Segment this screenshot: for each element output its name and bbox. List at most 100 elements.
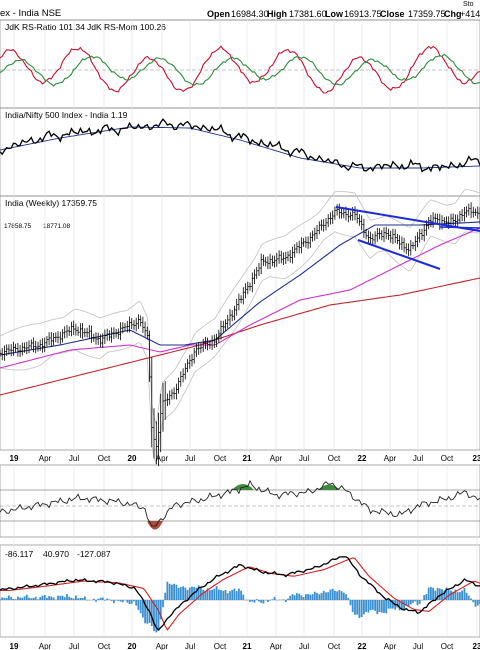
low-label: Low [325,9,344,19]
x-axis-tick-label: Apr [156,454,169,463]
macd-histogram-bar [271,599,274,600]
macd-histogram-bar [146,600,149,624]
macd-histogram-bar [318,594,321,600]
macd-histogram-bar [215,586,218,600]
rs-moving-average [0,126,480,169]
macd-histogram-bar [133,600,135,602]
macd-histogram-bar [12,599,15,600]
macd-histogram-bar [396,600,399,608]
macd-histogram-bar [21,597,24,600]
macd-histogram-bar [72,598,75,600]
bollinger-lower [0,231,480,465]
macd-histogram-bar [340,591,343,600]
macd-legend: -86.117 40.970 -127.087 [5,549,111,559]
chg-value: +414. [460,9,480,19]
price-panel-frame [0,195,480,451]
panel-frames [0,19,480,638]
macd-histogram-bar [153,600,155,631]
macd-legend-hist: -127.087 [77,549,111,559]
macd-histogram-bar [302,597,305,600]
x-axis-tick-label: 22 [358,454,367,463]
x-axis-tick-label: Jul [185,642,195,650]
macd-histogram-bar [251,600,254,602]
rs-ratio-line [0,45,480,94]
macd-histogram-bar [3,597,6,600]
macd-histogram-bar [436,587,439,600]
macd-histogram-bar [309,594,312,600]
macd-histogram-bar [83,596,86,600]
macd-histogram-bar [311,594,314,600]
macd-histogram-bar [412,600,414,603]
x-axis-tick-label: Oct [98,454,111,463]
macd-histogram-bar [70,597,73,600]
macd-histogram-bar [211,589,213,600]
macd-histogram-bar [389,600,392,609]
macd-histogram-bar [363,600,365,615]
macd-histogram-bar [117,600,120,601]
macd-histogram-bar [52,597,55,600]
high-value: 17381.60 [289,9,327,19]
macd-histogram-bar [61,595,64,600]
lower-trendline [357,239,441,270]
macd-histogram-bar [224,590,227,600]
upper-trendline-ext [439,226,480,229]
x-axis-tick-label: Jul [299,454,309,463]
x-axis-tick-label: Jul [413,642,423,650]
macd-histogram-bar [164,592,167,600]
macd-histogram-bar [267,600,269,602]
macd-histogram-bar [206,588,209,600]
macd-histogram-bar [150,600,153,626]
macd-histogram-bar [50,596,53,600]
macd-histogram-bar [378,600,381,613]
rrg-legend: JdK RS-Ratio 101.34 JdK RS-Mom 100.26 [5,22,166,32]
macd-histogram-bar [354,600,356,615]
macd-histogram-bar [17,596,19,600]
x-axis-tick-label: 20 [128,454,137,463]
macd-histogram-bar [387,600,390,609]
macd-histogram-bar [231,589,234,600]
chg-label: Chg [444,9,462,19]
macd-histogram-bar [37,599,39,600]
close-label: Close [380,9,405,19]
macd-histogram-bar [46,597,48,600]
macd-histogram-bar [177,588,180,600]
x-axis-tick-label: Apr [270,642,283,650]
macd-histogram-bar [233,588,236,600]
x-axis-tick-label: Apr [384,642,397,650]
macd-histogram-bar [450,590,452,600]
macd-histogram-bar [459,592,461,600]
macd-legend-signal: 40.970 [43,549,69,559]
macd-histogram-bar [427,587,430,600]
macd-histogram-bar [452,591,455,600]
x-axis-labels: 19 Apr Jul Oct 20 Apr Jul Oct 21 Apr Jul Oct 22 Apr Ju… [10,454,480,650]
macd-histogram-bar [456,592,459,600]
rrg-plot [0,45,480,94]
macd-histogram-bar [365,600,367,612]
macd-histogram-bar [296,593,298,600]
macd-histogram-bar [282,599,285,600]
macd-histogram-bar [258,600,260,602]
macd-histogram-bar [75,595,77,600]
macd-histogram-bar [472,600,475,603]
x-axis-tick-label: Apr [39,642,52,650]
macd-histogram-bar [19,597,21,600]
macd-histogram-bar [66,594,68,600]
macd-histogram-bar [171,584,173,600]
macd-histogram-bar [242,594,245,600]
macd-histogram-bar [287,598,289,600]
macd-histogram-bar [39,597,42,600]
macd-histogram-bar [347,597,350,600]
macd-histogram-bar [41,595,44,600]
macd-histogram-bar [293,595,296,600]
macd-histogram-bar [380,600,383,613]
macd-histogram-bar [262,600,265,604]
macd-histogram-bar [28,597,30,600]
macd-histogram-bar [461,590,463,600]
macd-histogram-bar [476,600,479,606]
macd-histogram-bar [467,595,470,600]
macd-histogram-bar [157,600,160,631]
macd-histogram-bar [128,600,131,604]
macd-histogram-bar [407,600,410,607]
macd-histogram-bar [345,594,347,600]
macd-histogram-bar [336,591,338,600]
